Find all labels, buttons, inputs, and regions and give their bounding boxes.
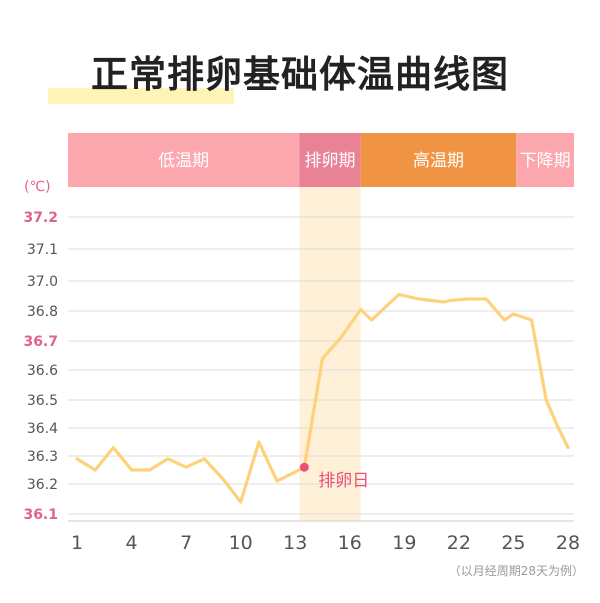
ovulation-band [299, 187, 361, 521]
y-tick-label: 36.6 [27, 363, 58, 379]
y-tick-label: 36.8 [27, 304, 58, 320]
title-container: 正常排卵基础体温曲线图 [0, 44, 600, 98]
x-tick-label: 10 [229, 532, 253, 554]
title-highlight [48, 88, 234, 104]
phase-label: 高温期 [413, 151, 464, 171]
y-tick-label: 36.4 [27, 421, 58, 437]
phase-band [360, 133, 517, 187]
x-tick-label: 1 [71, 532, 83, 554]
phase-band [516, 133, 574, 187]
x-tick-label: 7 [180, 532, 192, 554]
ovulation-day-label: 排卵日 [318, 471, 369, 491]
x-tick-label: 22 [447, 532, 471, 554]
phase-label: 排卵期 [305, 151, 356, 171]
phase-band [299, 133, 361, 187]
y-unit-label: (℃) [24, 179, 51, 195]
y-tick-label: 37.1 [27, 242, 58, 258]
phase-label: 低温期 [158, 151, 209, 171]
chart-title: 正常排卵基础体温曲线图 [91, 53, 509, 96]
phase-band [68, 133, 300, 187]
y-tick-label: 36.5 [27, 393, 58, 409]
x-tick-label: 13 [283, 532, 307, 554]
temperature-line [75, 292, 570, 504]
phase-label: 下降期 [520, 151, 571, 171]
x-tick-label: 4 [126, 532, 138, 554]
y-tick-label: 36.2 [27, 477, 58, 493]
footnote: （以月经周期28天为例） [448, 564, 584, 578]
x-tick-label: 19 [392, 532, 416, 554]
ovulation-day-marker [299, 462, 309, 472]
x-tick-label: 25 [501, 532, 525, 554]
x-tick-label: 28 [556, 532, 580, 554]
y-tick-label: 36.7 [23, 334, 58, 350]
x-tick-label: 16 [338, 532, 362, 554]
y-tick-label: 37.2 [23, 210, 58, 226]
y-tick-label: 36.1 [23, 507, 58, 523]
y-tick-label: 37.0 [27, 274, 58, 290]
y-tick-label: 36.3 [27, 449, 58, 465]
